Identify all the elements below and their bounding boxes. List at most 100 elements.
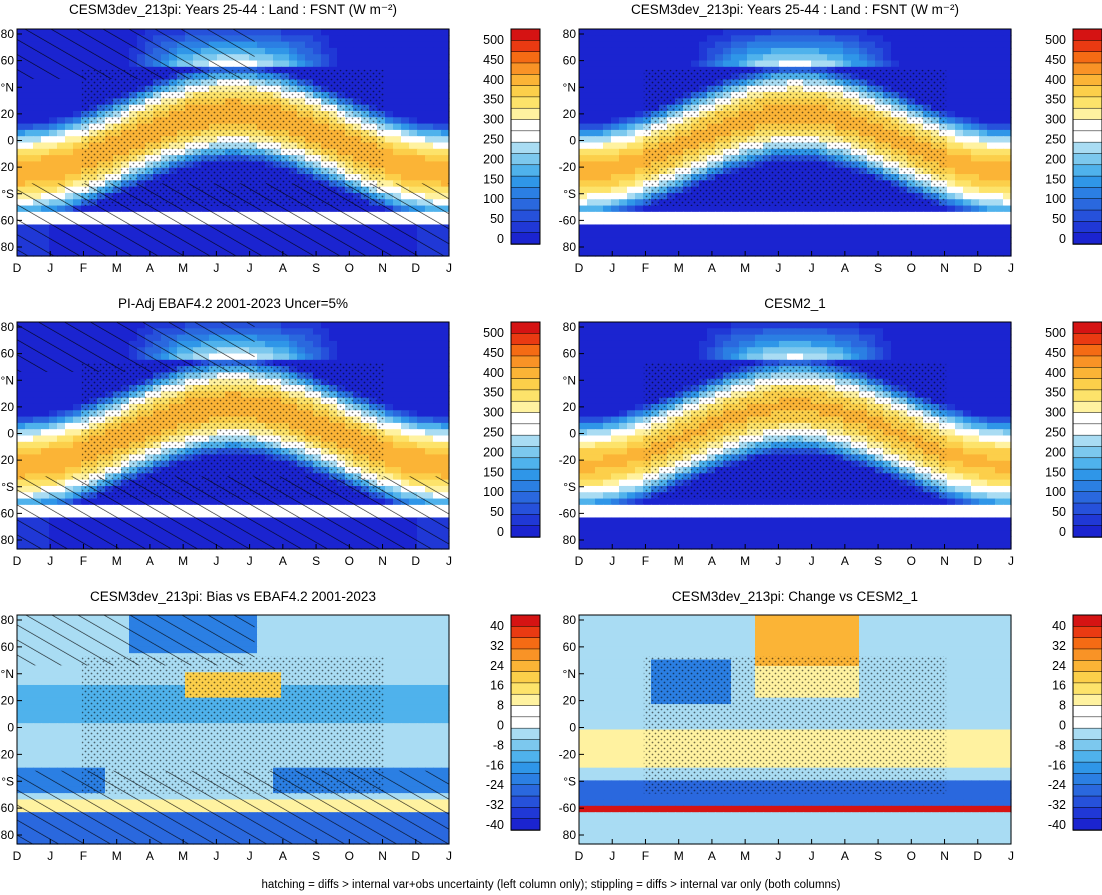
colorbar-label: -32 (1048, 798, 1066, 812)
colorbar-swatch (1072, 85, 1102, 98)
y-tick-label: °N (563, 667, 576, 681)
x-tick-label: J (213, 554, 219, 568)
colorbar-swatch (510, 164, 541, 177)
colorbar-swatch (510, 28, 541, 42)
colorbar-swatch (1072, 773, 1102, 786)
colorbar-label: 350 (483, 386, 504, 400)
colorbar-swatch (510, 446, 541, 459)
colorbar-swatch (510, 716, 541, 729)
colorbar-label: 250 (483, 133, 504, 147)
colorbar-swatch (510, 761, 541, 775)
colorbar-label: 16 (1052, 679, 1066, 693)
x-tick-label: J (609, 554, 615, 568)
colorbar-6: 40 32 24 16 8 0 -8 -16 -24 -32 -40 (1048, 614, 1102, 832)
y-tick-label: 0 (7, 721, 14, 735)
y-tick-label: -60 (559, 213, 577, 227)
x-tick-label: D (411, 554, 420, 568)
x-tick-label: J (247, 554, 253, 568)
colorbar-swatch (1072, 502, 1102, 516)
colorbar-label: 300 (1045, 113, 1066, 127)
x-tick-label: J (609, 261, 615, 275)
y-tick-label: 20 (1, 400, 15, 414)
colorbar-swatch (1072, 480, 1102, 493)
colorbar-label: 200 (1045, 445, 1066, 459)
x-tick-label: D (973, 261, 982, 275)
x-tick-label: J (775, 554, 781, 568)
x-tick-label: J (775, 261, 781, 275)
colorbar-label: 450 (483, 53, 504, 67)
x-tick-label: M (740, 261, 750, 275)
colorbar-swatch (510, 423, 541, 436)
colorbar-label: 300 (1045, 406, 1066, 420)
y-tick-label: °S (563, 480, 576, 494)
colorbar-label: 50 (490, 212, 504, 226)
y-tick-label: -20 (559, 453, 577, 467)
colorbar-swatch (510, 773, 541, 786)
colorbar-swatch (510, 682, 541, 695)
colorbar-swatch (1072, 130, 1102, 143)
y-tick-label: °N (563, 373, 576, 387)
colorbar-label: -24 (486, 778, 504, 792)
x-tick-label: A (708, 554, 716, 568)
plot-frame (16, 321, 450, 550)
y-tick-label: 20 (563, 400, 577, 414)
colorbar-label: 32 (1052, 639, 1066, 653)
y-tick-label: °N (1, 667, 14, 681)
colorbar-label: 150 (1045, 172, 1066, 186)
colorbar-label: 100 (483, 485, 504, 499)
hatching-overlay (17, 183, 449, 256)
colorbar-swatch (1072, 164, 1102, 177)
heatmap-panel-3: D J F M A M J J A S O N D J 80 60 °N 20 0 -20 °S -60 80 (0, 320, 452, 568)
colorbar-swatch (510, 344, 541, 357)
x-tick-label: J (809, 849, 815, 863)
x-tick-label: A (146, 554, 154, 568)
x-tick-label: S (874, 261, 882, 275)
colorbar-swatch (510, 130, 541, 143)
colorbar-label: -8 (493, 738, 504, 752)
colorbar-swatch (510, 74, 541, 87)
heatmap-panel-4: D J F M A M J J A S O N D J 80 60 °N 20 0 -20 °S -60 80 (559, 320, 1014, 568)
y-tick-label: 80 (563, 613, 577, 627)
x-tick-label: A (708, 849, 716, 863)
colorbar-label: 150 (483, 172, 504, 186)
x-tick-label: M (112, 261, 122, 275)
colorbar-swatch (1072, 221, 1102, 234)
colorbar-swatch (1072, 187, 1102, 200)
y-tick-label: °S (1, 480, 14, 494)
colorbar-swatch (1072, 141, 1102, 155)
colorbar-label: 24 (1052, 659, 1066, 673)
y-tick-label: -60 (0, 213, 14, 227)
colorbar-label: -8 (1055, 738, 1066, 752)
y-tick-label: 20 (563, 694, 577, 708)
colorbar-swatch (1072, 400, 1102, 414)
x-tick-label: A (841, 554, 849, 568)
x-tick-label: M (112, 554, 122, 568)
colorbar-label: 450 (1045, 53, 1066, 67)
colorbar-swatch (1072, 107, 1102, 121)
x-tick-label: F (80, 261, 87, 275)
panel-title-3: PI-Adj EBAF4.2 2001-2023 Uncer=5% (117, 296, 348, 311)
colorbar-swatch (1072, 367, 1102, 380)
x-tick-label: D (411, 261, 420, 275)
colorbar-label: 8 (497, 699, 504, 713)
colorbar-label: 400 (483, 366, 504, 380)
colorbar-swatch (1072, 344, 1102, 357)
colorbar-label: -32 (486, 798, 504, 812)
x-tick-label: O (345, 554, 354, 568)
colorbar-swatch (1072, 209, 1102, 223)
colorbar-swatch (510, 705, 541, 718)
colorbar-swatch (1072, 355, 1102, 369)
y-tick-label: -60 (559, 506, 577, 520)
y-tick-label: 60 (1, 54, 15, 68)
colorbar-swatch (1072, 626, 1102, 639)
colorbar-swatch (510, 739, 541, 752)
x-tick-label: M (674, 554, 684, 568)
y-tick-label: -60 (0, 801, 14, 815)
colorbar-swatch (1072, 198, 1102, 211)
colorbar-swatch (510, 491, 541, 504)
y-tick-label: 80 (1, 533, 15, 547)
colorbar-swatch (1072, 74, 1102, 87)
y-tick-label: 80 (1, 240, 15, 254)
